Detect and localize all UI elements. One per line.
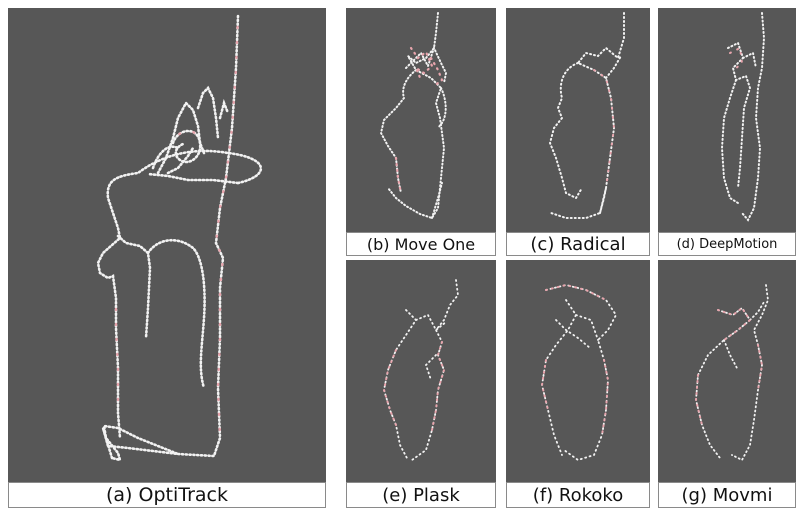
panel-deepmotion: (d) DeepMotion: [658, 8, 796, 256]
trajectory-image-move-one: [346, 8, 496, 232]
caption-rokoko: (f) Rokoko: [506, 482, 650, 508]
caption-move-one: (b) Move One: [346, 232, 496, 256]
trajectory-trace-plask: [382, 279, 459, 461]
caption-movmi: (g) Movmi: [658, 482, 796, 508]
panel-radical: (c) Radical: [506, 8, 650, 256]
caption-plask: (e) Plask: [346, 482, 496, 508]
trajectory-trace-optitrack: [96, 14, 263, 462]
panel-move-one: (b) Move One: [346, 8, 496, 256]
panel-plask: (e) Plask: [346, 260, 496, 508]
panel-movmi: (g) Movmi: [658, 260, 796, 508]
trajectory-trace-radical: [548, 12, 625, 219]
trajectory-trace-rokoko: [540, 283, 618, 461]
trajectory-trace-deepmotion: [720, 12, 766, 222]
trajectory-trace-movmi: [694, 284, 769, 462]
panel-rokoko: (f) Rokoko: [506, 260, 650, 508]
caption-deepmotion: (d) DeepMotion: [658, 232, 796, 256]
trajectory-image-movmi: [658, 260, 796, 482]
caption-optitrack: (a) OptiTrack: [8, 482, 326, 508]
trajectory-image-plask: [346, 260, 496, 482]
trajectory-image-rokoko: [506, 260, 650, 482]
trajectory-image-radical: [506, 8, 650, 232]
panel-optitrack: (a) OptiTrack: [8, 8, 326, 508]
trajectory-image-deepmotion: [658, 8, 796, 232]
caption-radical: (c) Radical: [506, 232, 650, 256]
trajectory-image-optitrack: [8, 8, 326, 482]
trajectory-trace-move-one: [379, 12, 448, 220]
